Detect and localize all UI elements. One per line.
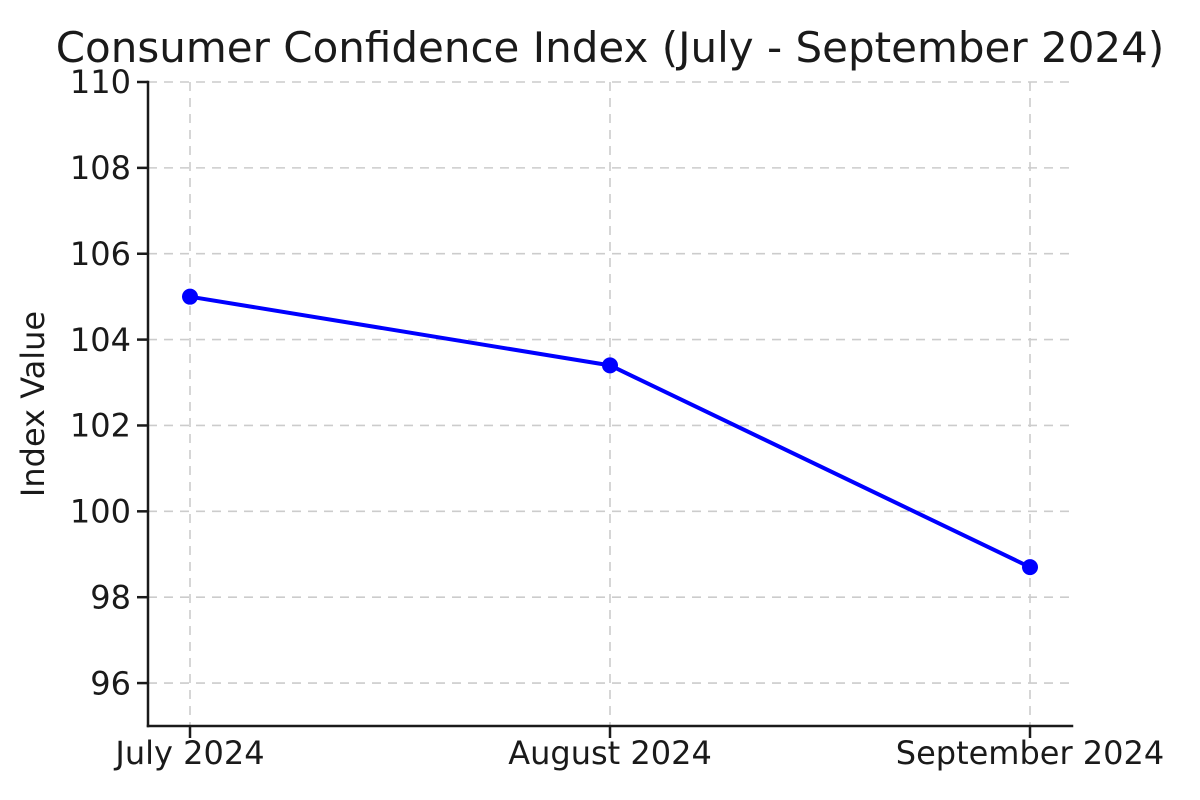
data-series xyxy=(182,288,1038,576)
y-tick-label: 96 xyxy=(90,664,131,702)
x-tick-label: August 2024 xyxy=(508,734,712,772)
confidence-line xyxy=(188,294,1032,570)
data-point-marker xyxy=(182,288,198,305)
gridlines xyxy=(148,81,1072,726)
x-tick-label: September 2024 xyxy=(896,734,1164,772)
y-tick-label: 110 xyxy=(70,63,131,101)
y-tick-label: 98 xyxy=(90,578,131,616)
data-point-marker xyxy=(1022,559,1038,576)
axes: 96 98 100 102 104 106 108 110 July 2024 August 20… xyxy=(70,63,1164,772)
x-tick-label: July 2024 xyxy=(113,734,264,772)
y-tick-label: 104 xyxy=(70,321,131,359)
y-tick-label: 100 xyxy=(70,493,131,531)
y-axis-label: Index Value xyxy=(14,311,52,497)
y-tick-label: 108 xyxy=(70,149,131,187)
chart-title: Consumer Confidence Index (July - Septem… xyxy=(56,23,1165,72)
y-tick-label: 106 xyxy=(70,235,131,273)
data-point-marker xyxy=(602,357,618,374)
y-tick-label: 102 xyxy=(70,407,131,445)
